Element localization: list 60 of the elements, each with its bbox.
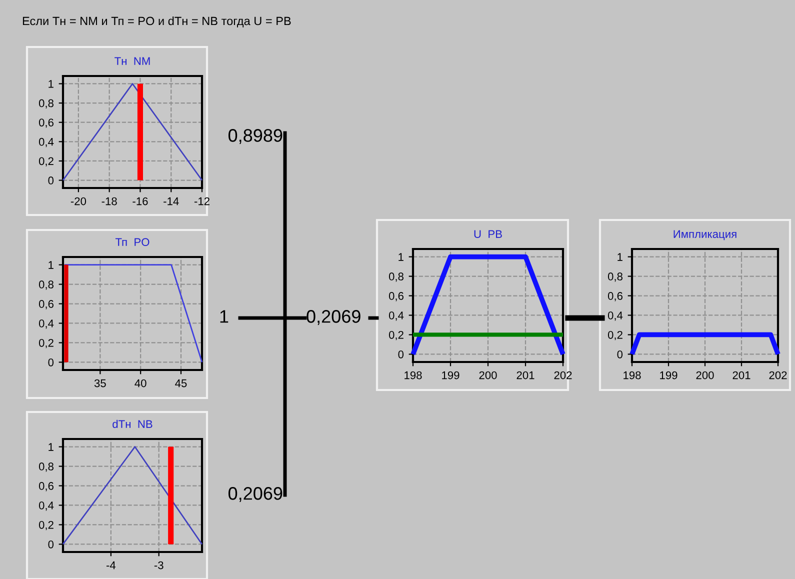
text: 0,2069 <box>306 310 360 325</box>
y-tick-label: 0,4 <box>608 312 623 321</box>
x-tick-label: 202 <box>769 371 787 380</box>
y-tick-label: 0,2 <box>388 330 404 340</box>
x-tick-label: 198 <box>624 371 641 380</box>
text: 0,8989 <box>228 129 282 144</box>
text: 0,2069 <box>228 487 282 502</box>
x-tick-label: -18 <box>102 197 117 206</box>
y-tick-label: 0,8 <box>608 272 622 282</box>
x-tick-label: -16 <box>132 197 148 206</box>
y-tick-label: 0 <box>48 176 54 184</box>
x-tick-label: -12 <box>194 197 210 206</box>
x-tick-label: 199 <box>660 371 678 380</box>
x-tick-label: 201 <box>516 371 534 380</box>
x-tick-label: 40 <box>134 379 146 388</box>
y-tick-label: 0,8 <box>38 462 54 472</box>
x-tick-label: 200 <box>479 371 497 380</box>
y-tick-label: 1 <box>48 261 54 269</box>
y-tick-label: 0,2 <box>38 520 54 530</box>
y-tick-label: 1 <box>398 253 404 261</box>
x-tick-label: 35 <box>94 379 106 388</box>
x-tick-label: 200 <box>696 371 714 380</box>
y-tick-label: 1 <box>618 253 622 261</box>
x-tick-label: 198 <box>404 371 422 380</box>
y-tick-label: 0 <box>48 540 54 548</box>
y-tick-label: 0,4 <box>38 320 54 329</box>
text: 1 <box>220 310 228 323</box>
x-tick-label: -20 <box>70 197 86 206</box>
y-tick-label: 0,6 <box>388 292 404 302</box>
y-tick-label: 0,8 <box>38 280 54 290</box>
y-tick-label: 0,8 <box>38 99 54 108</box>
y-tick-label: 1 <box>48 443 54 451</box>
y-tick-label: 0,4 <box>38 502 54 511</box>
chart-title: Тп PO <box>115 238 150 246</box>
y-tick-label: 0,2 <box>38 157 54 166</box>
y-tick-label: 0 <box>617 350 623 358</box>
x-tick-label: 199 <box>442 371 460 380</box>
y-tick-label: 0,4 <box>38 138 54 148</box>
y-tick-label: 0,2 <box>608 330 622 340</box>
y-tick-label: 0,8 <box>388 272 404 282</box>
text: Если Тн = NM и Тп = PO и dTн = NB тогда U = PB <box>22 16 291 28</box>
chart-title: dTн NB <box>112 420 152 428</box>
chart-title: Тн NM <box>114 57 150 65</box>
y-tick-label: 0,6 <box>38 482 54 492</box>
x-tick-label: -3 <box>154 561 164 570</box>
y-tick-label: 1 <box>48 80 54 88</box>
chart-title: U PB <box>474 230 502 238</box>
y-tick-label: 0,6 <box>38 118 54 128</box>
y-tick-label: 0,4 <box>388 312 404 321</box>
y-tick-label: 0,6 <box>608 292 622 302</box>
x-tick-label: -4 <box>106 561 116 570</box>
x-tick-label: 45 <box>175 379 187 388</box>
x-tick-label: 202 <box>554 371 572 380</box>
y-tick-label: 0,2 <box>38 338 54 348</box>
x-tick-label: 201 <box>732 371 750 380</box>
x-tick-label: -14 <box>164 197 179 206</box>
y-tick-label: 0 <box>398 350 404 358</box>
y-tick-label: 0,6 <box>38 300 54 310</box>
chart-title: Импликация <box>674 230 736 240</box>
y-tick-label: 0 <box>48 358 54 366</box>
